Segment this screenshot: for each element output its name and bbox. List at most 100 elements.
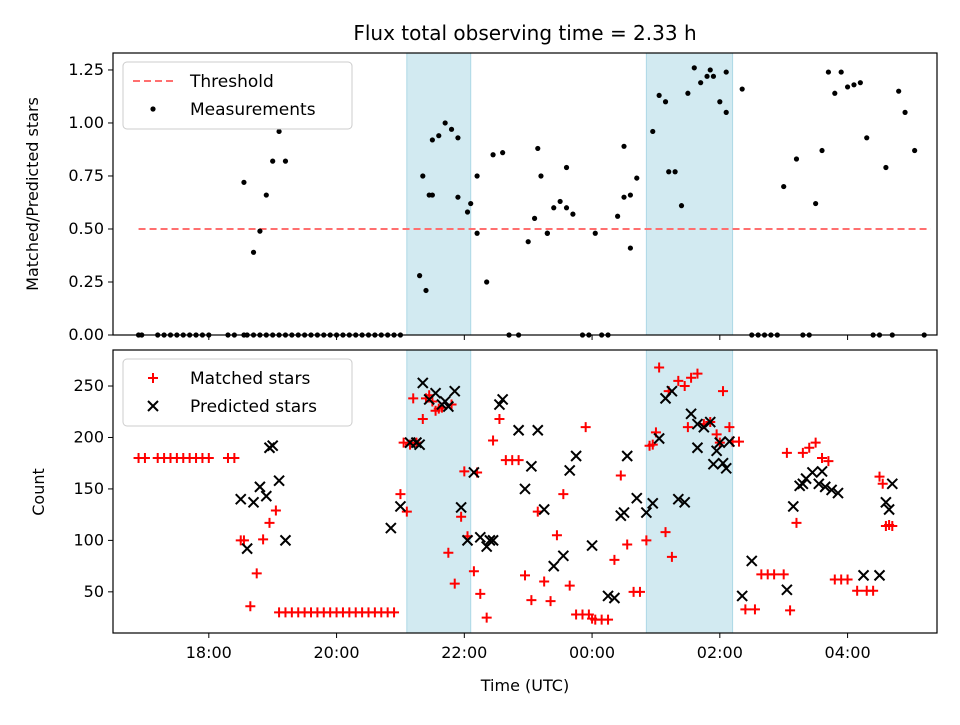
- matched-star-point: [468, 566, 479, 577]
- matched-star-point: [488, 435, 499, 446]
- y-tick-label: 100: [73, 530, 104, 549]
- predicted-star-point: [813, 478, 825, 490]
- predicted-star-point: [647, 497, 659, 510]
- matched-star-point: [791, 517, 802, 528]
- measurement-point: [551, 205, 557, 211]
- predicted-star-point: [586, 539, 598, 552]
- measurement-point: [704, 73, 710, 79]
- predicted-star-point: [474, 531, 486, 544]
- measurement-point: [468, 200, 474, 207]
- axes-frame: [112, 349, 938, 634]
- matched-star-point: [769, 569, 780, 580]
- matched-star-point: [251, 568, 262, 579]
- predicted-star-point: [394, 500, 407, 513]
- y-tick-label: 1.25: [68, 60, 104, 79]
- predicted-star-point: [484, 534, 496, 547]
- matched-star-point: [874, 471, 885, 482]
- matched-star-point: [666, 551, 677, 562]
- predicted-star-point: [496, 393, 509, 406]
- predicted-star-point: [631, 492, 643, 504]
- measurement-point: [781, 183, 787, 190]
- matched-star-point: [781, 447, 792, 458]
- matched-star-point: [817, 453, 828, 464]
- legend-measurement-swatch: [150, 106, 156, 112]
- measurement-point: [819, 147, 825, 154]
- predicted-star-point: [883, 503, 895, 516]
- predicted-star-point: [254, 481, 266, 493]
- predicted-star-point: [442, 400, 455, 413]
- measurement-point: [455, 135, 461, 141]
- y-tick-label: 150: [73, 479, 104, 498]
- legend-box: [122, 358, 353, 427]
- measurement-point: [672, 169, 678, 175]
- predicted-star-point: [493, 398, 506, 411]
- shaded-interval-1: [645, 349, 734, 634]
- measurement-point: [627, 245, 633, 251]
- predicted-star-point: [273, 474, 285, 487]
- matched-star-point: [229, 453, 240, 464]
- predicted-star-point: [746, 555, 758, 567]
- measurement-point: [448, 126, 455, 132]
- measurement-point: [896, 88, 902, 94]
- predicted-star-point: [538, 503, 550, 516]
- matched-star-point: [868, 585, 879, 596]
- measurement-point: [417, 273, 423, 279]
- measurement-point: [263, 192, 269, 198]
- predicted-star-point: [880, 496, 892, 509]
- predicted-star-point: [781, 584, 793, 596]
- predicted-star-point: [678, 496, 691, 509]
- predicted-star-point: [455, 501, 467, 514]
- measurement-point: [436, 133, 442, 139]
- matched-star-point: [641, 535, 652, 546]
- measurement-point: [717, 99, 723, 105]
- predicted-star-point: [832, 487, 844, 499]
- matched-star-point: [494, 413, 505, 424]
- y-tick-label: 0.50: [68, 219, 104, 238]
- measurement-point: [650, 128, 656, 135]
- predicted-star-point: [241, 542, 253, 555]
- measurement-point: [570, 211, 576, 217]
- measurement-point: [557, 198, 563, 205]
- matched-star-point: [622, 539, 633, 550]
- matched-star-point: [724, 422, 735, 433]
- predicted-star-point: [691, 418, 704, 430]
- measurement-point: [864, 135, 870, 141]
- measurement-point: [257, 228, 263, 234]
- predicted-star-point: [487, 534, 499, 547]
- matched-star-point: [238, 535, 249, 546]
- measurement-point: [500, 150, 506, 156]
- predicted-star-point: [653, 432, 665, 445]
- measurement-point: [634, 175, 640, 181]
- measurement-point: [825, 69, 832, 75]
- measurement-point: [538, 173, 544, 179]
- matched-star-point: [264, 517, 275, 528]
- predicted-star-point: [468, 466, 480, 479]
- matched-star-point: [389, 607, 400, 618]
- matched-star-point: [139, 453, 150, 464]
- matched-star-point: [258, 534, 269, 545]
- matched-star-point: [398, 437, 409, 448]
- legend-label: Measurements: [190, 100, 316, 120]
- predicted-star-point: [797, 478, 809, 490]
- predicted-star-point: [519, 483, 531, 495]
- matched-star-point: [558, 489, 569, 500]
- measurement-point: [627, 192, 633, 198]
- legend-label: Matched stars: [190, 369, 310, 389]
- x-tick-label: 20:00: [314, 643, 360, 662]
- matched-star-point: [475, 588, 486, 599]
- legend-matched-swatch: [148, 373, 158, 383]
- measurement-point: [490, 152, 496, 158]
- predicted-star-point: [548, 560, 560, 572]
- measurement-point: [902, 109, 908, 115]
- y-tick-label: 50: [84, 582, 104, 601]
- legend-predicted-swatch: [147, 400, 159, 412]
- measurement-point: [813, 200, 819, 207]
- matched-star-point: [395, 489, 406, 500]
- predicted-star-point: [787, 500, 799, 513]
- predicted-star-point: [247, 496, 260, 509]
- x-tick-label: 18:00: [186, 643, 232, 662]
- matched-star-point: [673, 375, 684, 386]
- measurement-point: [691, 65, 697, 71]
- matched-star-point: [686, 372, 697, 383]
- predicted-star-point: [816, 465, 828, 478]
